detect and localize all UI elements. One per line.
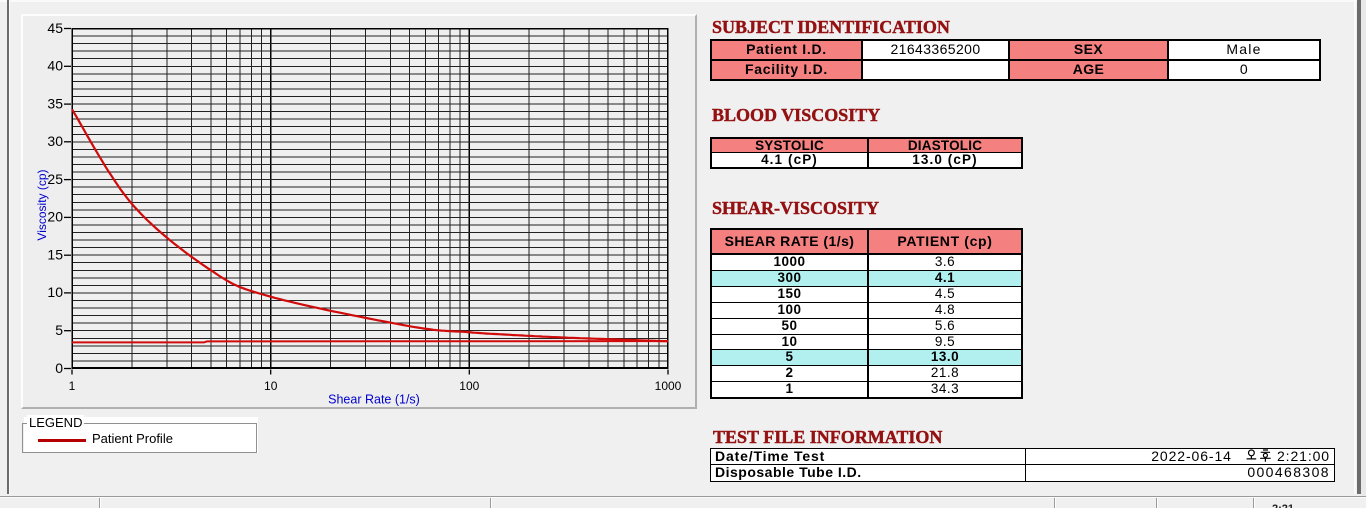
svg-text:35: 35 — [47, 95, 63, 111]
svg-text:45: 45 — [47, 20, 63, 36]
svg-text:1: 1 — [69, 379, 76, 393]
svg-text:1000: 1000 — [655, 379, 682, 393]
svg-text:30: 30 — [47, 133, 63, 149]
svg-text:20: 20 — [47, 209, 63, 225]
svg-text:Shear Rate (1/s): Shear Rate (1/s) — [328, 393, 420, 407]
svg-text:25: 25 — [47, 171, 63, 187]
svg-text:15: 15 — [47, 247, 63, 263]
svg-text:40: 40 — [47, 58, 63, 74]
svg-text:5: 5 — [55, 322, 63, 338]
svg-text:10: 10 — [47, 284, 63, 300]
svg-text:10: 10 — [264, 379, 278, 393]
svg-text:0: 0 — [55, 360, 63, 376]
svg-text:Viscosity (cp): Viscosity (cp) — [35, 169, 49, 240]
svg-text:100: 100 — [459, 379, 479, 393]
